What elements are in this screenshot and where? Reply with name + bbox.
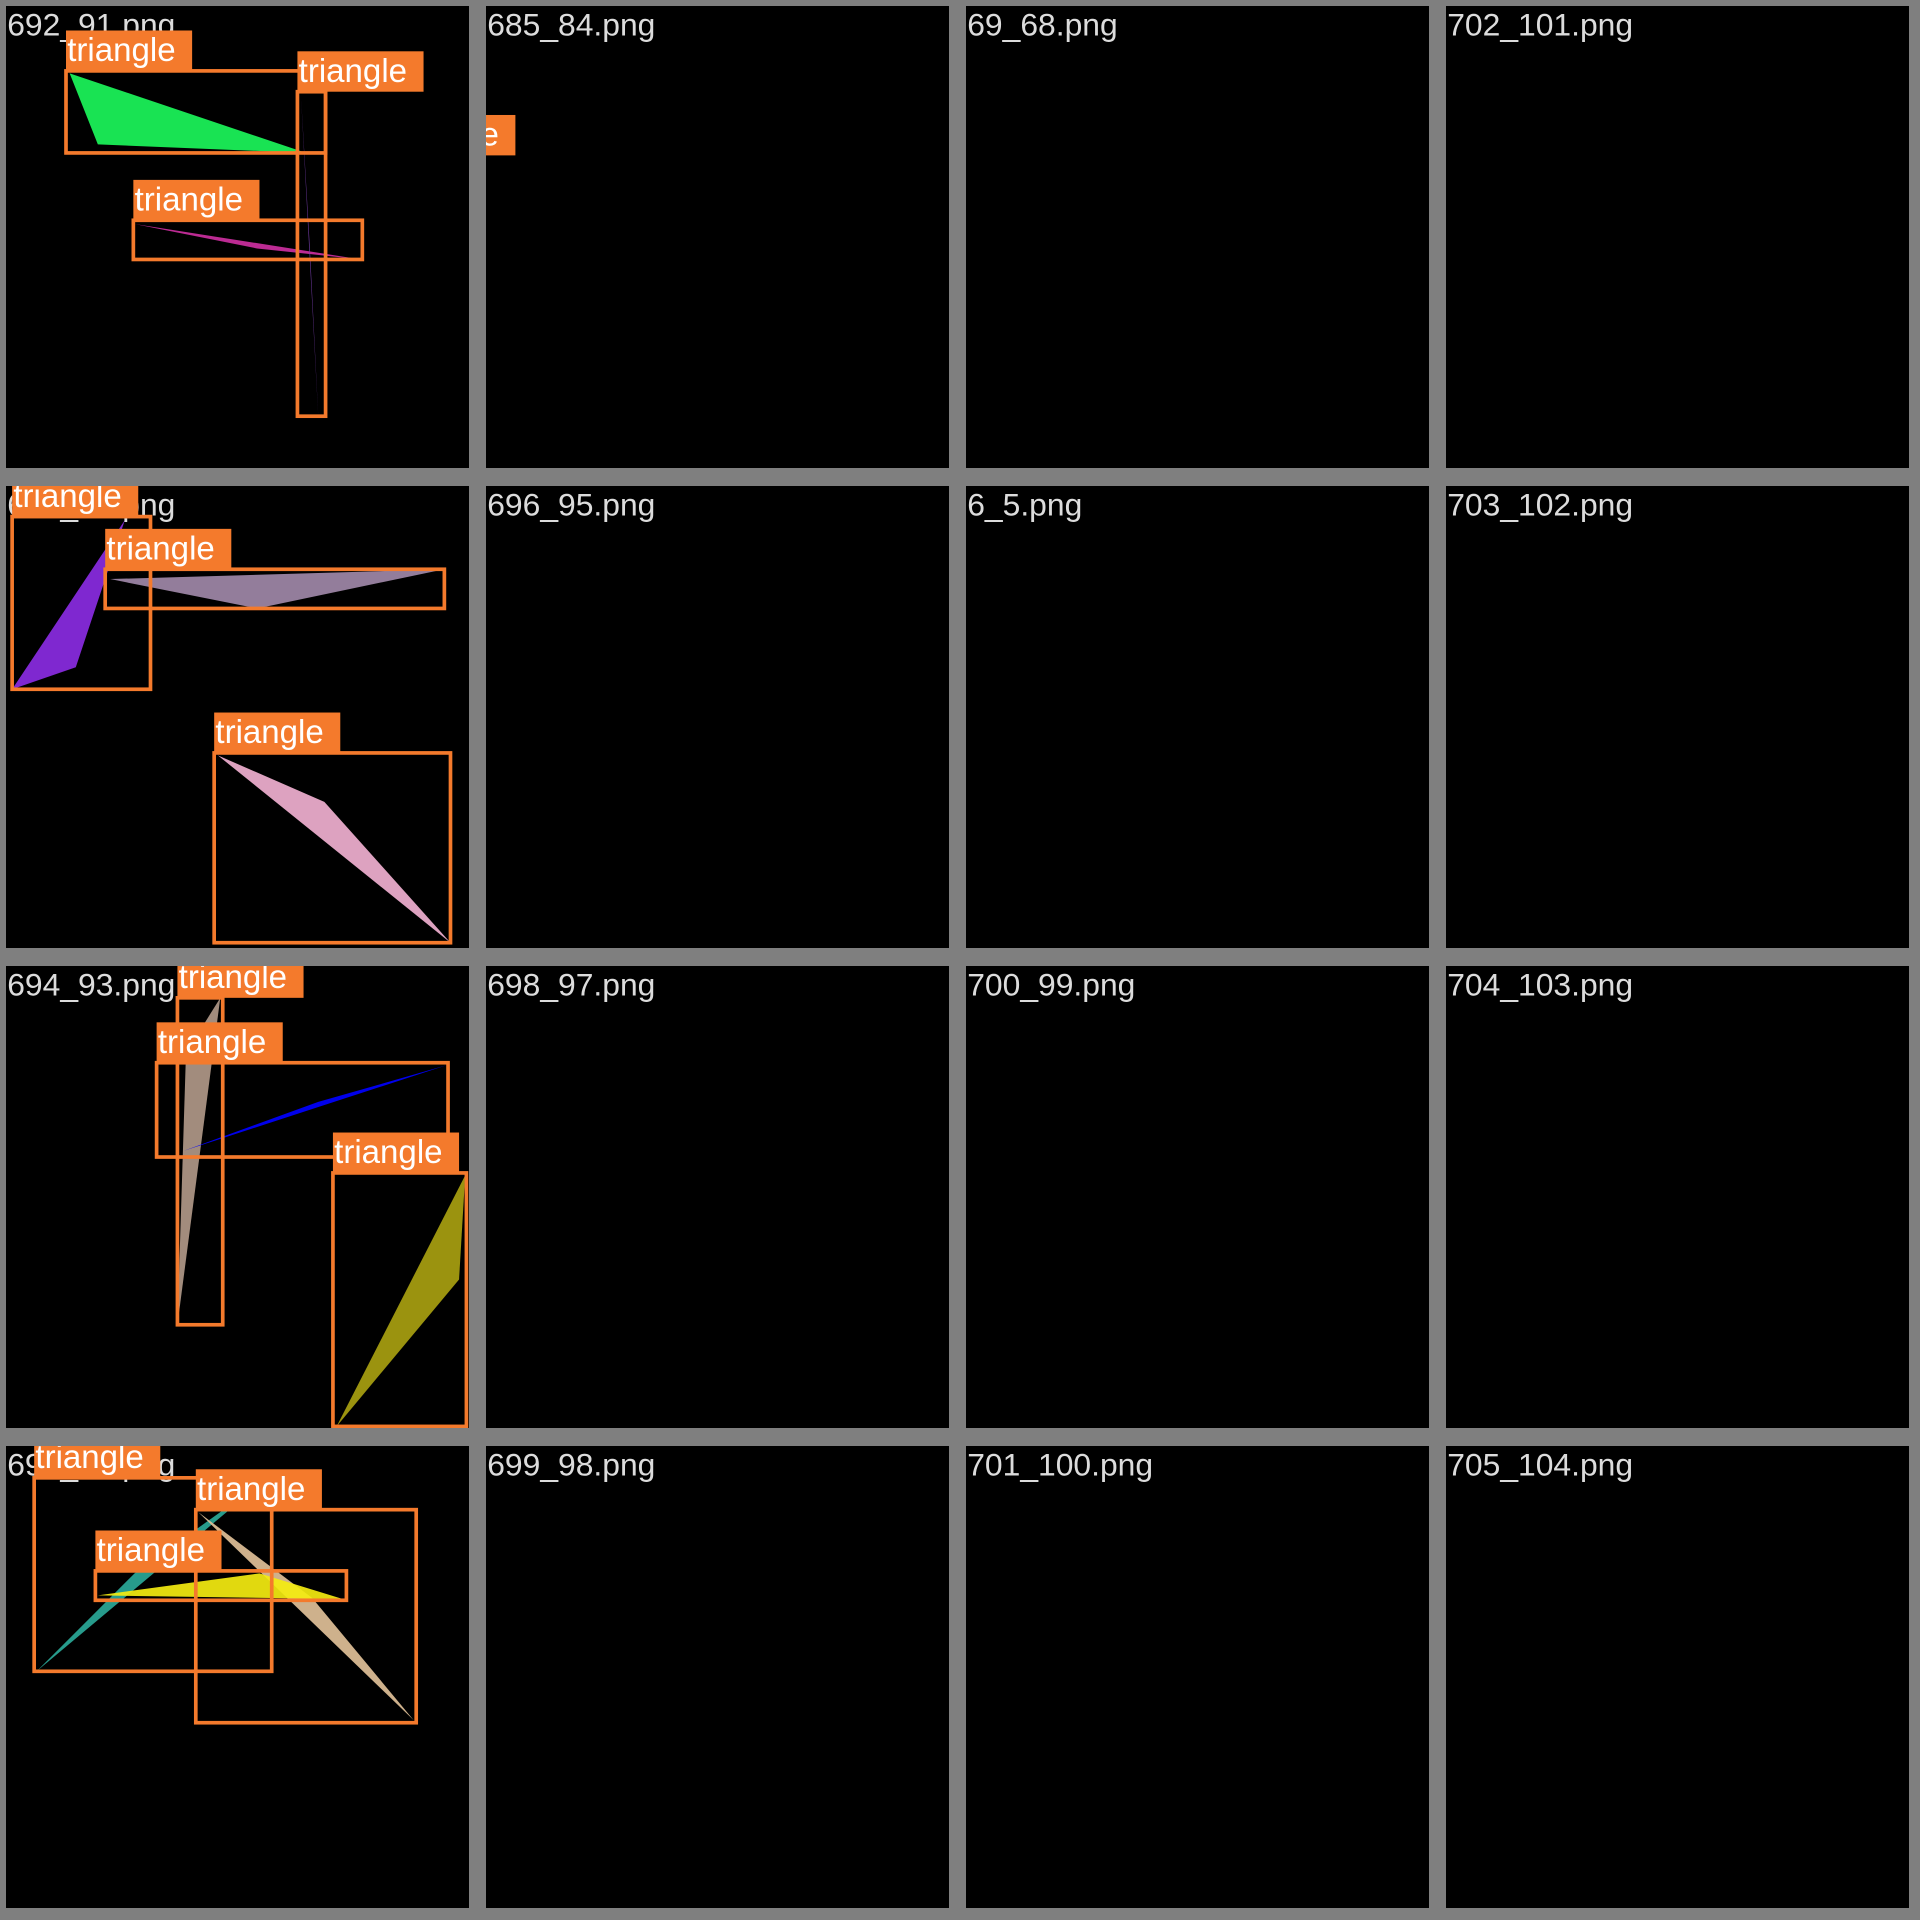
- tile-filename: 703_102.png: [1447, 486, 1633, 522]
- tile-filename: 702_101.png: [1447, 6, 1633, 42]
- class-label: triangle: [13, 486, 121, 515]
- tile-69-68: 69_68.pngcirclecirclecircle: [966, 6, 1429, 468]
- bounding-box: [154, 1061, 450, 1159]
- triangle-shape: [301, 97, 319, 417]
- tile-filename: 694_93.png: [7, 966, 175, 1002]
- tile-filename: 696_95.png: [487, 486, 655, 522]
- tile-filename: 6_5.png: [967, 486, 1082, 522]
- class-label: triangle: [486, 117, 499, 154]
- label-background: [195, 1469, 323, 1510]
- label-background: [156, 1022, 283, 1063]
- label-background: [95, 1530, 222, 1572]
- label-background: [177, 966, 304, 998]
- triangle-shape: [177, 997, 221, 1325]
- label-background: [486, 115, 516, 156]
- class-label: triangle: [197, 1471, 305, 1508]
- label-background: [333, 1132, 460, 1174]
- triangle-shape: [183, 1065, 447, 1152]
- tile-6-5: 6_5.pngcirclecirclecircle: [966, 486, 1429, 948]
- tile-background: [1446, 1446, 1909, 1908]
- class-label: triangle: [67, 32, 175, 69]
- class-label: triangle: [97, 1532, 205, 1569]
- tile-background: [1446, 6, 1909, 468]
- tile-background: [486, 966, 949, 1428]
- class-label: triangle: [179, 966, 287, 996]
- tile-background: [1446, 486, 1909, 948]
- label-background: [66, 30, 193, 72]
- triangle-shape: [217, 755, 451, 943]
- tile-filename: 704_103.png: [1447, 966, 1633, 1002]
- tile-background: [486, 486, 949, 948]
- tile-filename: 701_100.png: [967, 1446, 1153, 1482]
- class-label: triangle: [36, 1446, 144, 1476]
- label-background: [34, 1446, 161, 1478]
- tile-background: [486, 1446, 949, 1908]
- tile-filename: 69_68.png: [967, 6, 1117, 42]
- bounding-box: [103, 567, 447, 611]
- triangle-shape: [110, 569, 445, 609]
- class-label: triangle: [215, 714, 323, 751]
- tile-background: [966, 486, 1429, 948]
- tile-filename: 700_99.png: [967, 966, 1135, 1002]
- class-label: triangle: [107, 531, 215, 568]
- class-label: triangle: [158, 1024, 266, 1061]
- label-background: [214, 712, 341, 754]
- label-background: [105, 528, 232, 570]
- label-background: [12, 486, 139, 517]
- tile-background: [1446, 966, 1909, 1428]
- tile-background: [966, 966, 1429, 1428]
- tile-filename: 685_84.png: [487, 6, 655, 42]
- tile-filename: 698_97.png: [487, 966, 655, 1002]
- triangle-shape: [12, 520, 125, 690]
- tile-background: [6, 1446, 469, 1908]
- class-label: triangle: [135, 182, 243, 219]
- tile-background: [486, 6, 949, 468]
- tile-background: [966, 1446, 1429, 1908]
- label-background: [133, 179, 260, 221]
- triangle-shape: [198, 1512, 414, 1721]
- class-label: triangle: [299, 53, 407, 90]
- tile-background: [966, 6, 1429, 468]
- class-label: triangle: [334, 1134, 442, 1171]
- label-background: [297, 51, 424, 92]
- triangle-shape: [97, 1573, 343, 1600]
- tile-filename: 699_98.png: [487, 1446, 655, 1482]
- tile-filename: 705_104.png: [1447, 1446, 1633, 1482]
